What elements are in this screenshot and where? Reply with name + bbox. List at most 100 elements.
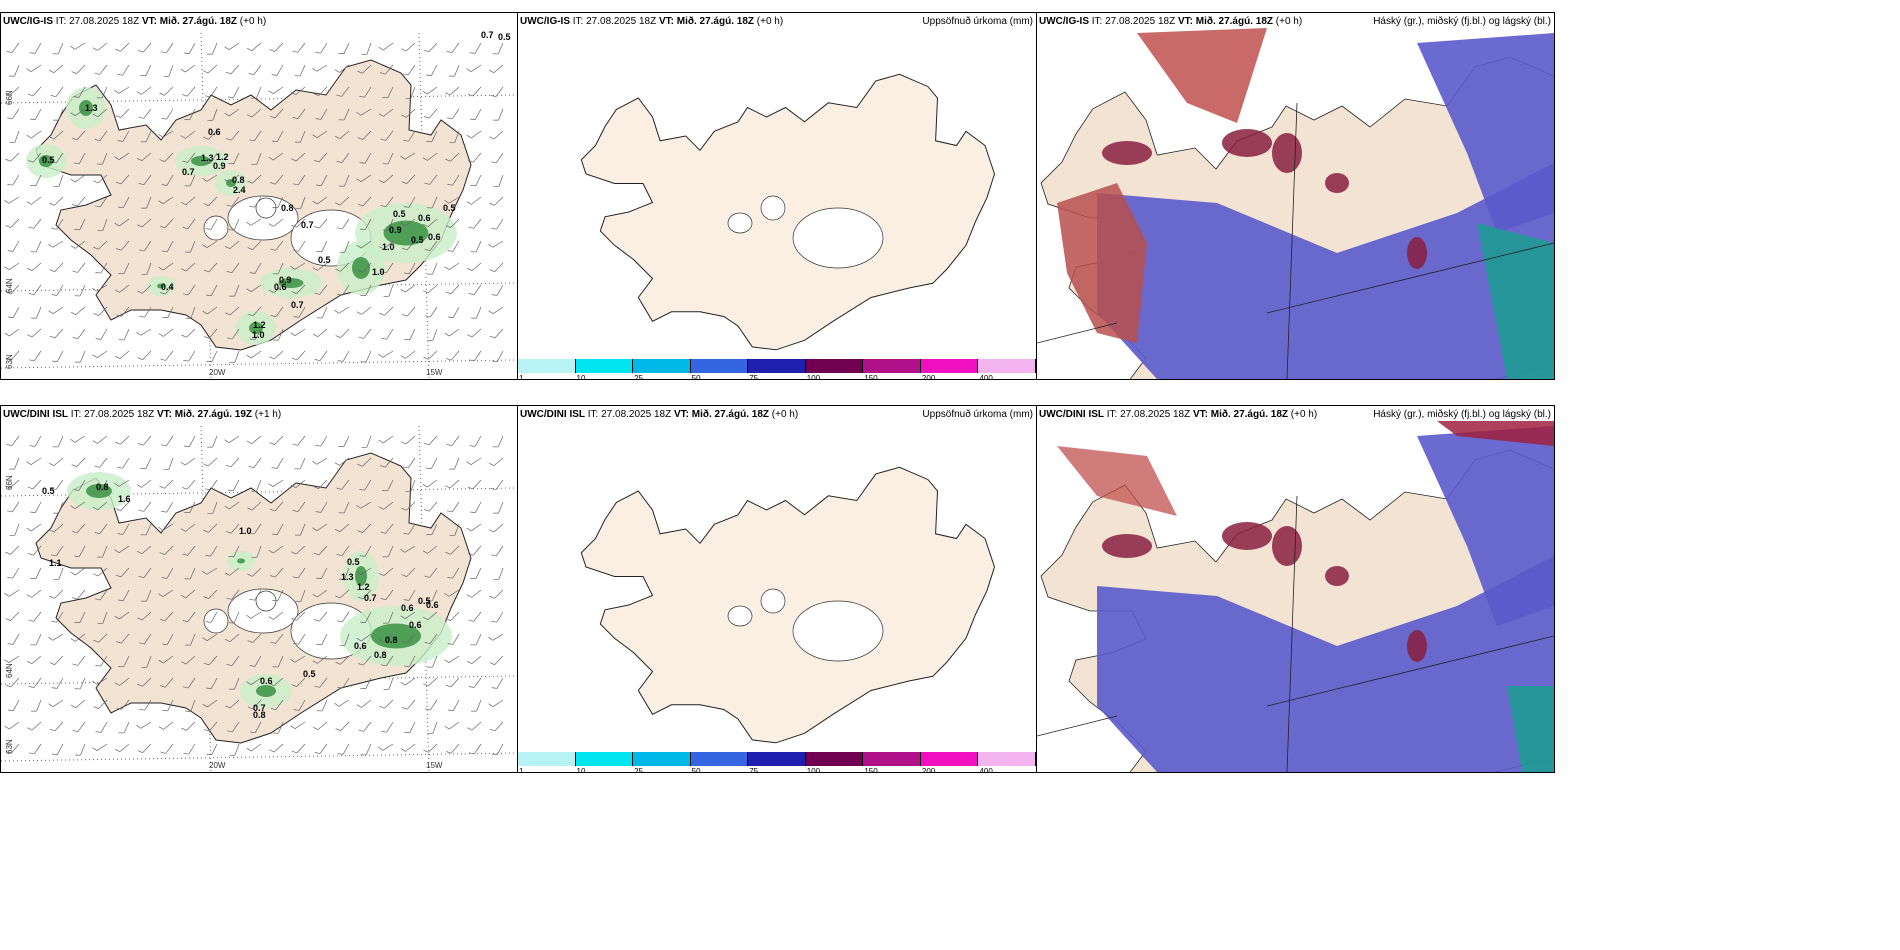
precip-value-label: 0.5 bbox=[42, 155, 55, 165]
wind-barb bbox=[449, 523, 460, 536]
wind-barb bbox=[137, 611, 152, 621]
wind-barb-staff bbox=[343, 108, 350, 121]
wind-barb-flag bbox=[137, 683, 143, 687]
wind-barb bbox=[92, 42, 108, 51]
wind-barb-flag bbox=[205, 687, 212, 689]
wind-barb-staff bbox=[164, 218, 174, 229]
wind-barb-staff bbox=[185, 130, 196, 139]
wind-barb bbox=[158, 130, 174, 138]
wind-barb bbox=[51, 611, 64, 623]
wind-barb-staff bbox=[166, 567, 174, 579]
wind-barb-flag bbox=[118, 339, 125, 341]
wind-barb bbox=[182, 284, 196, 296]
wind-barb-flag bbox=[207, 53, 213, 55]
wind-barb-flag bbox=[445, 291, 452, 295]
wind-barb bbox=[446, 108, 460, 120]
wind-barb-staff bbox=[363, 328, 372, 339]
wind-barb-flag bbox=[446, 751, 452, 754]
wind-barb-staff bbox=[140, 721, 152, 729]
wind-barb-staff bbox=[431, 130, 438, 142]
wind-barb-flag bbox=[295, 534, 301, 536]
wind-barb bbox=[338, 42, 350, 55]
wind-barb bbox=[356, 306, 372, 315]
wind-barb-staff bbox=[120, 435, 130, 445]
wind-barb-flag bbox=[7, 643, 14, 645]
wind-barb bbox=[489, 196, 504, 206]
wind-barb-flag bbox=[202, 244, 208, 248]
wind-barb-staff bbox=[143, 501, 152, 512]
wind-barb bbox=[27, 86, 42, 97]
wind-barb-staff bbox=[451, 743, 460, 754]
wind-barb bbox=[491, 284, 504, 296]
wind-barb-flag bbox=[291, 684, 297, 687]
wind-barb-flag bbox=[405, 490, 411, 492]
wind-barb bbox=[94, 64, 108, 75]
wind-barb bbox=[269, 501, 284, 512]
wind-barb bbox=[181, 262, 196, 272]
wind-barb bbox=[493, 108, 504, 121]
wind-barb-flag bbox=[445, 684, 452, 688]
wind-barb-flag bbox=[184, 185, 191, 187]
wind-barb-flag bbox=[94, 205, 101, 208]
wind-barb-flag bbox=[470, 251, 477, 253]
wind-barb-staff bbox=[295, 545, 306, 555]
wind-barb-flag bbox=[424, 315, 431, 318]
wind-barb bbox=[444, 721, 460, 730]
wind-barb bbox=[207, 435, 218, 448]
wind-barb-staff bbox=[31, 130, 42, 139]
wind-barb bbox=[137, 743, 152, 753]
wind-barb bbox=[137, 350, 152, 360]
wind-barb-staff bbox=[494, 721, 504, 732]
wind-barb bbox=[71, 457, 86, 467]
wind-barb-staff bbox=[119, 218, 130, 227]
wind-barb bbox=[357, 196, 372, 207]
wind-barb bbox=[445, 611, 460, 621]
wind-barb-flag bbox=[338, 119, 345, 121]
wind-barb-flag bbox=[115, 48, 121, 52]
precip-value-label: 0.5 bbox=[393, 209, 406, 219]
wind-barb-flag bbox=[426, 534, 432, 536]
wind-barb-staff bbox=[233, 218, 240, 231]
wind-barb-flag bbox=[73, 162, 80, 164]
wind-barb-staff bbox=[188, 350, 196, 362]
wind-barb-staff bbox=[74, 501, 86, 510]
wind-barb bbox=[489, 130, 504, 140]
wind-barb-staff bbox=[497, 42, 504, 55]
wind-barb-flag bbox=[28, 293, 35, 296]
wind-barb-staff bbox=[163, 328, 174, 337]
wind-barb-flag bbox=[335, 661, 341, 665]
wind-barb-flag bbox=[226, 664, 233, 667]
wind-barb-staff bbox=[9, 86, 20, 96]
wind-barb-staff bbox=[207, 306, 218, 315]
wind-barb bbox=[182, 545, 196, 556]
wind-barb-flag bbox=[380, 465, 386, 468]
wind-barb-flag bbox=[92, 354, 98, 358]
wind-barb-staff bbox=[385, 523, 394, 534]
wind-barb-flag bbox=[249, 272, 256, 274]
wind-barb-staff bbox=[321, 174, 328, 186]
wind-barb-staff bbox=[13, 699, 20, 711]
mid-cloud-area bbox=[1507, 686, 1554, 772]
wind-barb-flag bbox=[202, 637, 208, 641]
wind-barb-staff bbox=[100, 262, 108, 274]
wind-barb-flag bbox=[141, 207, 147, 209]
wind-barb-flag bbox=[402, 73, 409, 76]
wind-barb bbox=[380, 196, 394, 208]
wind-barb bbox=[26, 262, 42, 272]
wind-barb-flag bbox=[7, 250, 14, 252]
wind-barb-flag bbox=[488, 703, 494, 707]
wind-barb-flag bbox=[422, 223, 428, 228]
wind-barb-staff bbox=[120, 501, 130, 511]
lat-label-66n: 66N bbox=[5, 475, 14, 490]
wind-barb-staff bbox=[209, 479, 218, 491]
wind-barb-staff bbox=[122, 130, 130, 142]
wind-barb-flag bbox=[159, 92, 165, 96]
wind-barb bbox=[207, 501, 218, 514]
precip-value-label: 1.0 bbox=[239, 526, 252, 536]
wind-barb-staff bbox=[385, 130, 394, 141]
wind-barb-staff bbox=[34, 435, 42, 447]
wind-barb-flag bbox=[360, 361, 367, 363]
wind-barb-flag bbox=[30, 644, 37, 646]
wind-barb-staff bbox=[385, 64, 394, 75]
precip-value-label: 0.8 bbox=[374, 650, 387, 660]
